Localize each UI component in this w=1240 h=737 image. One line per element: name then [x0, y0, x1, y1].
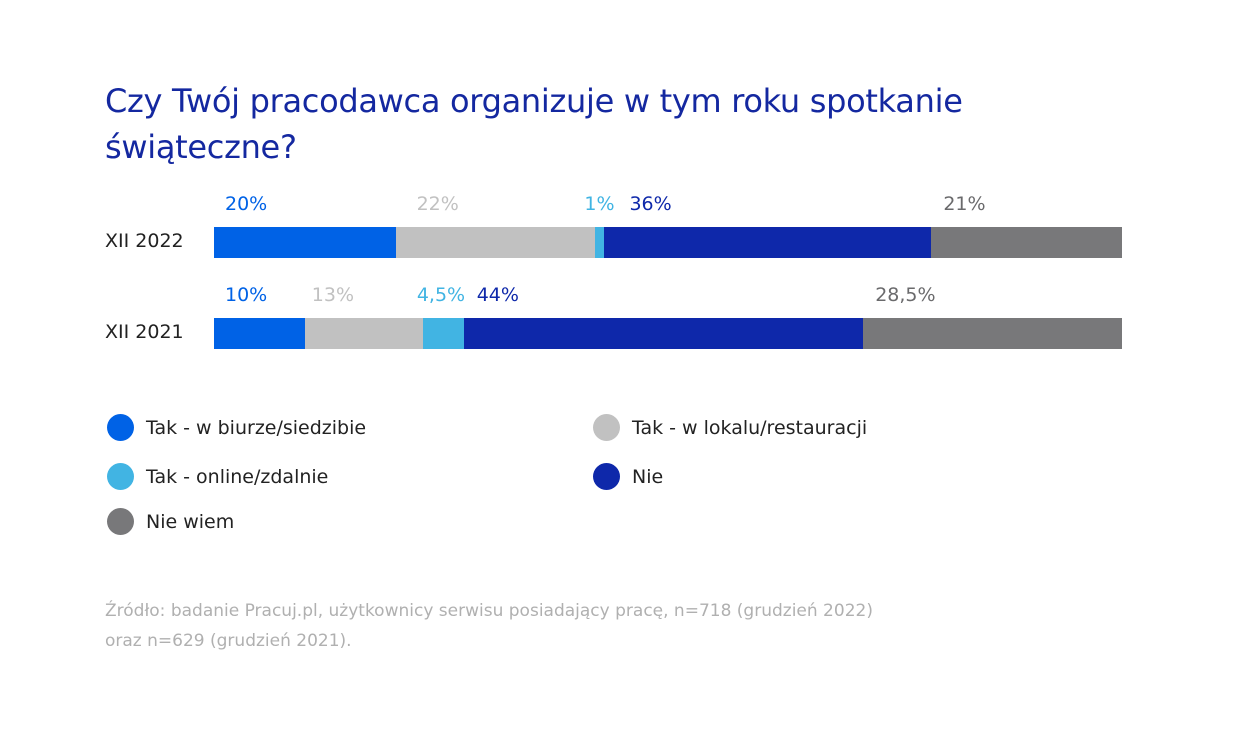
bar-segment: [304, 318, 423, 349]
legend-item: Tak - w lokalu/restauracji: [593, 414, 867, 441]
value-label: 21%: [943, 193, 986, 215]
row-label: XII 2022: [105, 230, 184, 252]
value-label: 1%: [584, 193, 615, 215]
legend-item: Nie: [593, 463, 663, 490]
source-note: Źródło: badanie Pracuj.pl, użytkownicy s…: [105, 596, 873, 656]
bar-segment: [931, 227, 1122, 258]
bar-segment: [422, 318, 464, 349]
legend-swatch: [593, 463, 620, 490]
bar-segment: [214, 227, 396, 258]
source-line-2: oraz n=629 (grudzień 2021).: [105, 631, 352, 651]
legend-label: Tak - w biurze/siedzibie: [146, 416, 367, 439]
value-label: 44%: [476, 284, 519, 306]
legend-swatch: [107, 508, 134, 535]
value-label: 13%: [311, 284, 355, 306]
bar-segment: [214, 318, 305, 349]
value-label: 20%: [225, 193, 268, 215]
legend-swatch: [107, 414, 134, 441]
bar-segment: [595, 227, 605, 258]
value-label: 28,5%: [875, 284, 936, 306]
chart-title: Czy Twój pracodawca organizuje w tym rok…: [105, 82, 963, 166]
legend-item: Tak - w biurze/siedzibie: [107, 414, 366, 441]
source-line-1: Źródło: badanie Pracuj.pl, użytkownicy s…: [105, 601, 873, 621]
row-label: XII 2021: [105, 321, 184, 343]
value-label: 36%: [629, 193, 672, 215]
legend-item: Tak - online/zdalnie: [107, 463, 328, 490]
bar-segment: [863, 318, 1122, 349]
bar-segment: [395, 227, 596, 258]
legend-swatch: [593, 414, 620, 441]
value-label: 4,5%: [416, 284, 466, 306]
legend-label: Tak - w lokalu/restauracji: [632, 416, 868, 439]
legend-label: Nie wiem: [146, 510, 235, 533]
legend-label: Tak - online/zdalnie: [146, 465, 329, 488]
bar-segment: [604, 227, 932, 258]
legend-item: Nie wiem: [107, 508, 234, 535]
bar-segment: [463, 318, 864, 349]
value-label: 10%: [225, 284, 268, 306]
legend-label: Nie: [632, 465, 664, 488]
value-label: 22%: [416, 193, 459, 215]
legend-swatch: [107, 463, 134, 490]
